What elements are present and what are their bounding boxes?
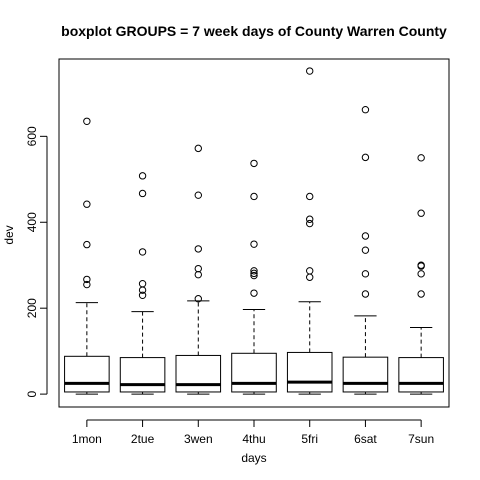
box-2tue [119,172,166,395]
x-tick-label: 6sat [354,432,377,446]
x-tick-label: 4thu [242,432,265,446]
x-tick-label: 3wen [184,432,213,446]
iqr-box [119,357,166,393]
x-axis-label: days [241,451,266,465]
outlier-point [306,219,314,228]
outlier-point [361,246,370,254]
outlier-point [417,261,425,269]
outlier-point [250,267,258,275]
x-tick-label: 2tue [131,432,155,446]
iqr-box [231,352,277,393]
outlier-point [83,117,91,125]
outlier-point [306,67,314,75]
box-6sat [342,105,389,395]
chart-title: boxplot GROUPS = 7 week days of County W… [61,23,447,39]
outlier-point [361,290,370,298]
outlier-point [138,291,147,299]
outlier-point [138,172,147,180]
outlier-point [83,200,91,208]
outlier-point [417,209,425,217]
y-tick-label: 600 [25,126,39,146]
iqr-box [64,355,110,393]
outlier-point [361,105,370,114]
box-7sun [398,154,444,395]
outlier-point [194,270,202,279]
outlier-point [306,273,314,281]
y-axis-label: dev [2,225,16,244]
outlier-point [250,159,258,168]
outlier-point [194,264,202,273]
iqr-box [175,354,222,393]
outlier-point [417,290,425,298]
outlier-point [250,240,258,248]
boxes [64,67,444,395]
box-4thu [231,159,277,395]
y-tick-label: 0 [25,390,39,397]
outlier-point [83,240,91,249]
outlier-point [306,267,314,275]
outlier-point [361,232,370,240]
outlier-point [194,144,202,153]
iqr-box [286,351,333,393]
plot-frame [58,58,450,408]
y-tick-label: 200 [25,298,39,318]
outlier-point [250,269,258,278]
outlier-point [250,289,258,297]
iqr-box [398,357,444,393]
outlier-point [306,192,314,201]
outlier-point [250,192,258,201]
outlier-point [83,275,91,284]
box-3wen [175,144,222,395]
y-axis: 0 200 400 600 [25,126,48,397]
outlier-point [417,154,425,162]
outlier-point [138,189,147,198]
box-1mon [64,117,110,395]
outlier-point [194,191,202,199]
outlier-point [83,280,91,289]
box-5fri [286,67,333,395]
outlier-point [250,271,258,280]
outlier-point [138,279,147,288]
outlier-point [361,270,370,278]
iqr-box [342,356,389,393]
x-tick-label: 1mon [72,432,102,446]
outlier-point [417,270,425,278]
x-tick-label: 7sun [408,432,434,446]
outlier-point [361,153,370,162]
outlier-point [194,295,202,303]
outlier-point [194,245,202,253]
outlier-point [306,215,314,223]
outlier-point [138,248,147,256]
x-tick-label: 5fri [301,432,318,446]
y-tick-label: 400 [25,212,39,232]
x-axis: 1mon 2tue 3wen 4thu 5fri 6sat 7sun [72,419,434,446]
